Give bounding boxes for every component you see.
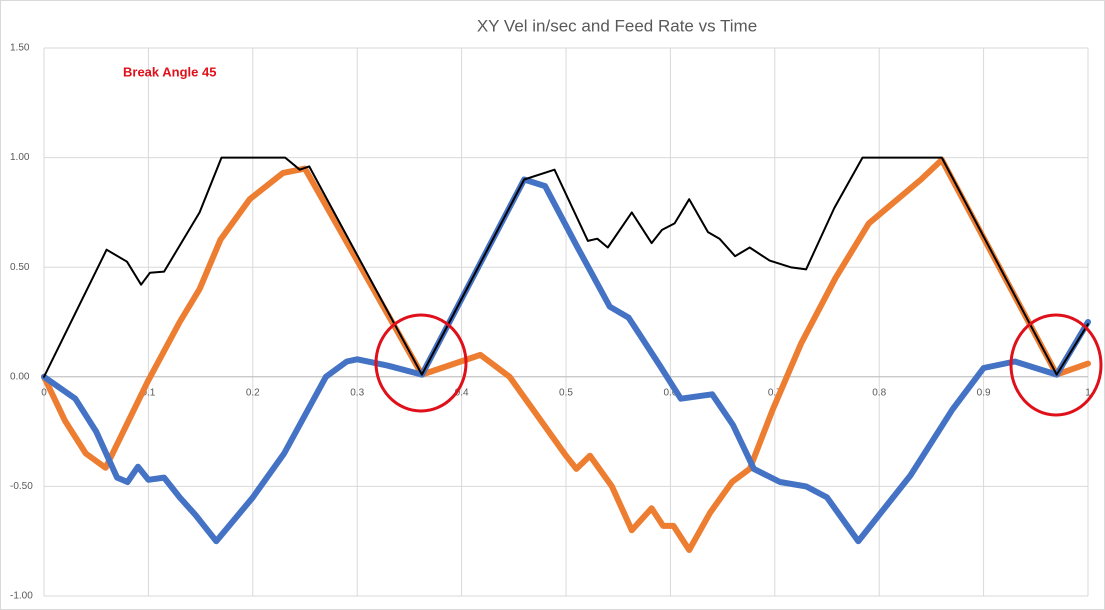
- x-tick-label: 0.3: [350, 387, 364, 398]
- chart-title: XY Vel in/sec and Feed Rate vs Time: [477, 16, 757, 35]
- x-tick-label: 0.8: [872, 387, 886, 398]
- y-tick-label: -0.50: [10, 481, 33, 492]
- annotation: Break Angle 45: [123, 64, 216, 79]
- x-tick-label: 0.1: [141, 387, 155, 398]
- y-tick-label: 0.50: [10, 262, 30, 273]
- highlight-circle: [374, 313, 468, 413]
- x-tick-label: 0.4: [455, 387, 469, 398]
- series-line: [43, 156, 1089, 378]
- y-tick-label: -1.00: [10, 591, 33, 602]
- series-line: [41, 156, 1091, 553]
- y-tick-label: 1.50: [10, 43, 30, 54]
- x-tick-label: 0: [41, 387, 47, 398]
- x-tick-label: 0.2: [246, 387, 260, 398]
- x-tick-label: 0.7: [768, 387, 782, 398]
- x-tick-label: 0.6: [663, 387, 677, 398]
- highlight-circle: [1009, 313, 1103, 417]
- y-tick-label: 0.00: [10, 371, 30, 382]
- x-tick-label: 0.5: [559, 387, 573, 398]
- series-line: [41, 176, 1091, 545]
- x-tick-label: 1: [1085, 387, 1091, 398]
- plot: [41, 156, 1091, 553]
- y-tick-label: 1.00: [10, 152, 30, 163]
- x-tick-label: 0.9: [977, 387, 991, 398]
